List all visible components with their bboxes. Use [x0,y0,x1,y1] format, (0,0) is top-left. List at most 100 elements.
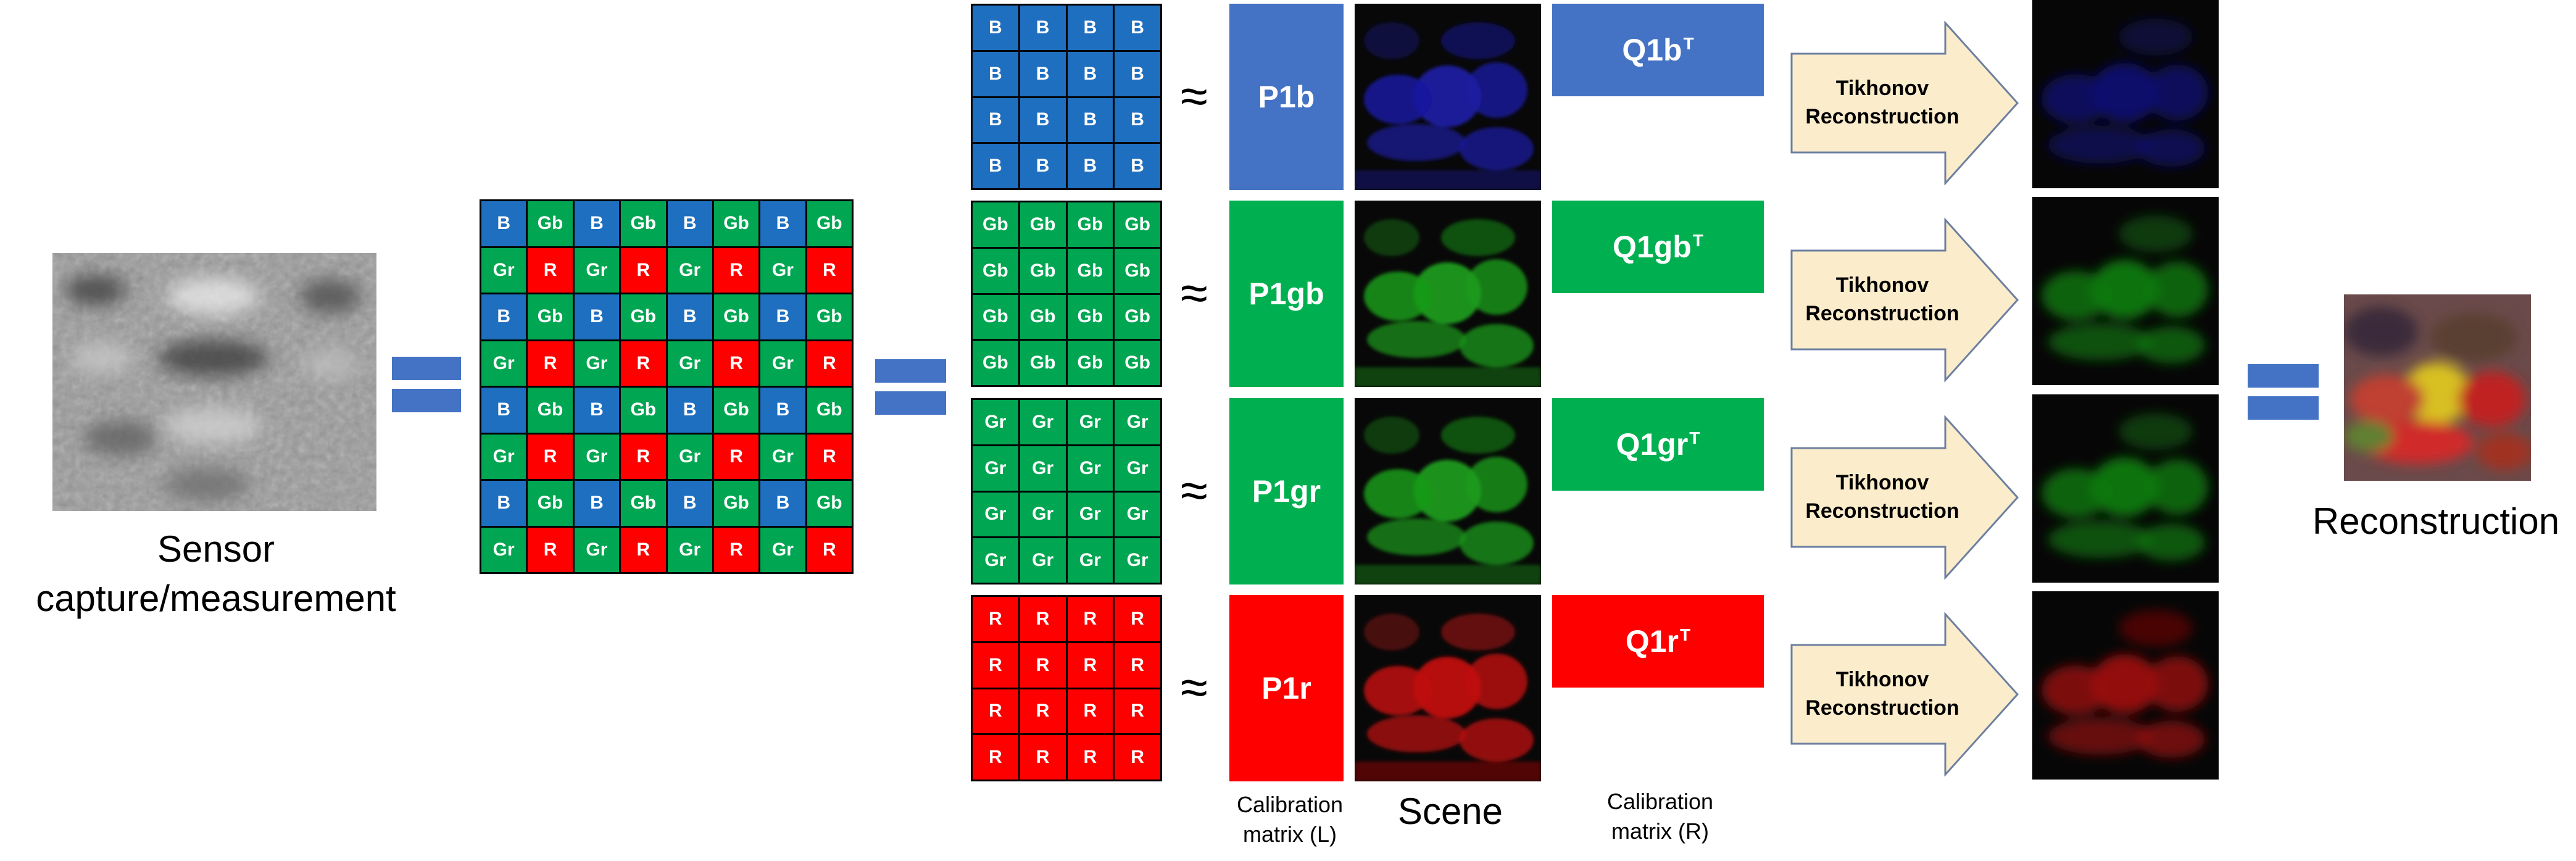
channel-cell: B [1020,144,1066,188]
channel-cell: Gb [1067,202,1113,247]
q-matrix-label: Q1b [1622,33,1682,67]
bayer-cell: Gr [667,341,712,386]
bayer-cell: Gb [528,294,573,339]
scene-label: Scene [1397,791,1503,832]
bayer-cell: Gr [481,247,526,293]
bayer-cell: R [528,341,573,386]
channel-cell: Gr [1067,492,1113,537]
bayer-cell: B [574,481,620,526]
channel-cell: R [973,643,1018,688]
arrow-shape [1790,415,2019,580]
p-matrix-gb: P1gb [1229,201,1344,387]
bayer-pattern-grid: B Gb B Gb B Gb B Gb Gr R Gr R Gr R Gr R B Gb B Gb B Gb B Gb Gr R G… [480,199,854,574]
channel-cell: R [1067,689,1113,734]
reconstruction-image [2344,294,2531,481]
channel-cell: Gb [1067,248,1113,293]
equals-sign-1 [392,357,461,412]
bayer-cell: Gb [528,481,573,526]
bayer-cell: Gr [481,434,526,479]
channel-cell: Gr [973,492,1018,537]
q-matrix-b: Q1b T [1552,4,1764,96]
channel-cell: R [973,735,1018,780]
channel-cell: R [1067,735,1113,780]
channel-cell: Gb [973,202,1018,247]
sensor-capture-image [52,253,376,511]
bayer-cell: Gr [481,341,526,386]
bayer-cell: Gb [807,294,852,339]
channel-cell: Gb [1115,248,1160,293]
channel-cell: R [973,597,1018,641]
bayer-cell: B [481,201,526,246]
q-matrix-label: Q1gr [1616,427,1689,462]
bayer-cell: R [713,247,759,293]
q-matrix-gr: Q1gr T [1552,398,1764,491]
bayer-cell: Gr [760,341,805,386]
channel-cell: B [1115,98,1160,143]
channel-cell: R [973,689,1018,734]
channel-cell: B [973,51,1018,96]
bayer-cell: Gb [621,481,666,526]
channel-cell: B [1067,98,1113,143]
bayer-cell: B [667,388,712,433]
bayer-cell: R [621,434,666,479]
bayer-cell: B [760,201,805,246]
bayer-cell: Gb [528,388,573,433]
channel-cell: Gr [973,446,1018,491]
bayer-cell: B [574,388,620,433]
bayer-cell: R [807,247,852,293]
bayer-cell: Gb [807,201,852,246]
channel-cell: R [1020,643,1066,688]
reconstruction-label: Reconstruction [2312,501,2560,542]
bayer-cell: B [760,481,805,526]
channel-cell: Gb [1115,294,1160,339]
channel-cell: R [1020,689,1066,734]
tikhonov-label: Tikhonov Reconstruction [1805,471,1959,523]
tikhonov-arrow-b: Tikhonov Reconstruction [1790,20,2019,186]
arrow-shape [1790,20,2019,186]
channel-cell: B [1115,6,1160,50]
bayer-cell: Gb [621,294,666,339]
channel-cell: Gr [1115,446,1160,491]
approx-symbol: ≈ [1181,69,1208,123]
channel-cell: Gr [973,400,1018,444]
bayer-cell: B [481,388,526,433]
bayer-cell: R [807,527,852,572]
channel-cell: Gr [1020,492,1066,537]
bayer-cell: R [713,341,759,386]
channel-reconstruction-gr [2032,394,2219,583]
approx-symbol: ≈ [1181,463,1208,518]
bayer-cell: R [621,247,666,293]
channel-cell: Gr [1020,400,1066,444]
bayer-cell: R [807,434,852,479]
bayer-cell: Gr [574,434,620,479]
tikhonov-label: Tikhonov Reconstruction [1805,273,1959,325]
bayer-cell: Gb [528,201,573,246]
channel-cell: B [1067,144,1113,188]
channel-cell: Gr [1020,538,1066,583]
channel-cell: B [973,144,1018,188]
calibration-right-label: Calibration matrix (R) [1606,789,1714,844]
channel-reconstruction-r [2032,591,2219,780]
channel-grid-gr: Gr Gr Gr Gr Gr Gr Gr Gr Gr Gr Gr Gr Gr Gr Gr Gr [971,398,1162,584]
channel-cell: Gb [973,341,1018,385]
channel-cell: Gb [973,248,1018,293]
channel-cell: Gb [1067,341,1113,385]
bayer-cell: R [528,247,573,293]
bayer-cell: B [574,201,620,246]
bayer-cell: Gr [667,434,712,479]
bayer-cell: R [528,434,573,479]
scene-image-gb [1355,201,1541,387]
approx-symbol: ≈ [1181,660,1208,715]
channel-cell: B [973,6,1018,50]
bayer-cell: R [528,527,573,572]
bayer-cell: R [621,527,666,572]
bayer-cell: R [713,434,759,479]
bayer-cell: Gr [760,434,805,479]
channel-cell: Gr [1115,538,1160,583]
channel-cell: R [1067,597,1113,641]
bayer-cell: Gb [621,388,666,433]
channel-cell: Gb [1020,202,1066,247]
transpose-superscript: T [1680,625,1691,644]
channel-cell: Gr [1115,492,1160,537]
